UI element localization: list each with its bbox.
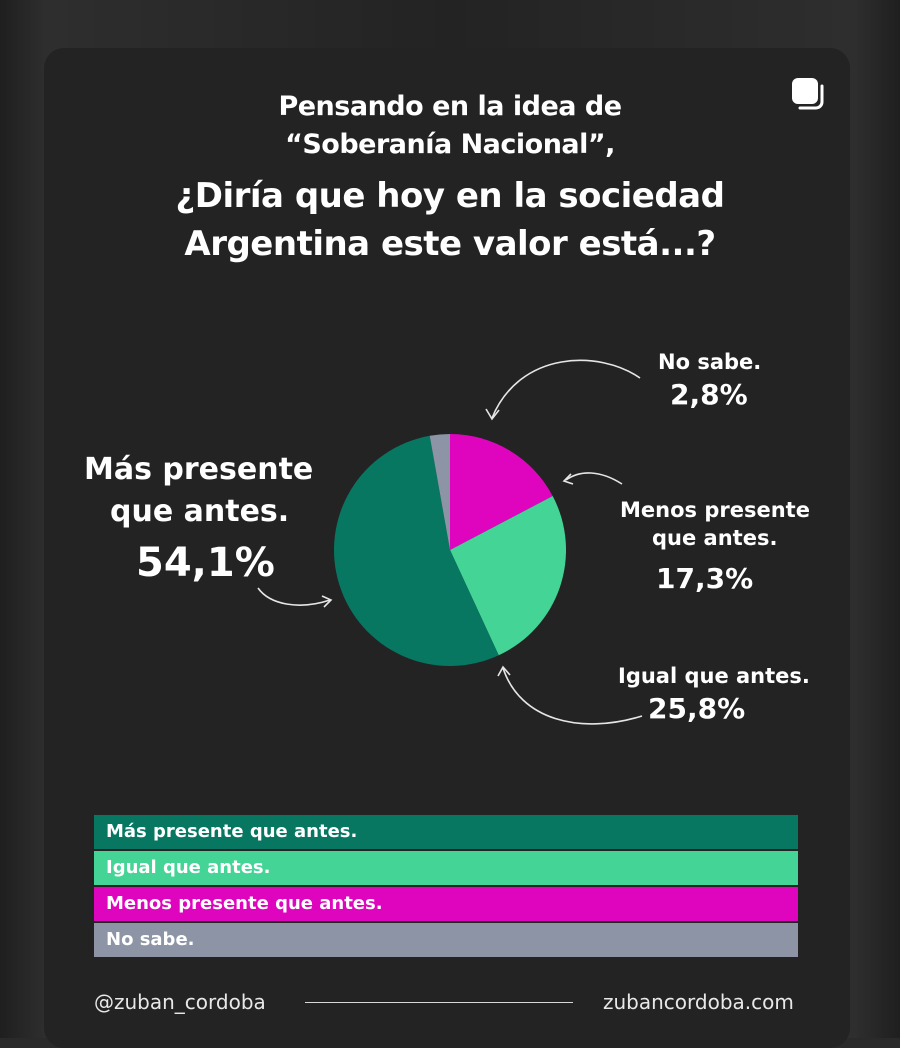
legend-item-menos-presente: Menos presente que antes.: [94, 887, 798, 921]
arrow-head-no-sabe: [485, 408, 500, 421]
legend-item-no-sabe: No sabe.: [94, 923, 798, 957]
value-no-sabe: 2,8%: [670, 378, 748, 411]
multiple-posts-icon: [792, 78, 824, 110]
label-no-sabe: No sabe.: [658, 350, 762, 374]
legend-item-mas-presente: Más presente que antes.: [94, 815, 798, 849]
arrow-head-mas: [321, 595, 333, 608]
arrow-mas: [257, 587, 331, 606]
website-url: zubancordoba.com: [603, 990, 794, 1014]
legend-item-igual: Igual que antes.: [94, 851, 798, 885]
pie-slice-no-sabe: [429, 434, 450, 550]
pie-slice-menos-presente: [450, 433, 553, 550]
footer-divider: [305, 1002, 573, 1003]
value-menos-presente: 17,3%: [656, 562, 754, 595]
label-menos-presente-line-2: que antes.: [652, 526, 778, 550]
pie-slice-mas-presente: [334, 435, 499, 666]
legend: Más presente que antes. Igual que antes.…: [94, 815, 798, 959]
value-igual: 25,8%: [648, 692, 746, 725]
chart-title-line-4: Argentina este valor está...?: [184, 224, 716, 264]
arrow-head-igual: [497, 665, 511, 677]
arrow-no-sabe: [491, 359, 641, 419]
label-mas-presente-line-1: Más presente: [84, 452, 314, 487]
social-handle: @zuban_cordoba: [94, 990, 266, 1014]
chart-title-line-1: Pensando en la idea de: [278, 91, 622, 122]
label-mas-presente-line-2: que antes.: [110, 494, 290, 529]
arrow-igual: [502, 667, 643, 725]
value-mas-presente: 54,1%: [136, 540, 275, 586]
chart-title-line-2: “Soberanía Nacional”,: [285, 129, 615, 160]
pie-slice-igual: [450, 496, 567, 656]
arrow-menos: [565, 472, 623, 485]
label-igual: Igual que antes.: [618, 664, 810, 688]
arrow-head-menos: [562, 473, 574, 485]
label-menos-presente-line-1: Menos presente: [620, 498, 810, 522]
chart-title-line-3: ¿Diría que hoy en la sociedad: [175, 176, 725, 216]
